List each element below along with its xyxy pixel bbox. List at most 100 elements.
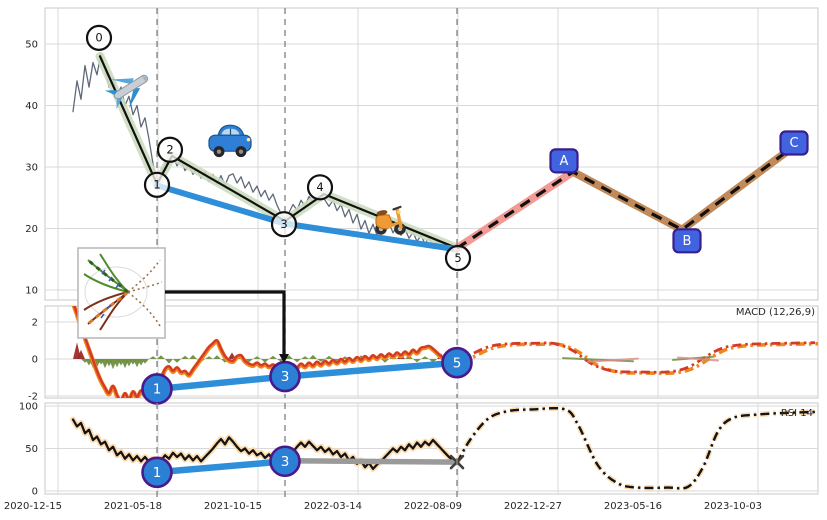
price-ytick-label: 10 [25, 286, 38, 297]
wave-point-circle[interactable] [143, 171, 171, 198]
x-axis-labels: 2020-12-15 2021-05-18 2021-10-15 2022-03-14… [4, 501, 762, 512]
macd-histogram-bar [325, 355, 333, 359]
macd-histogram-bar [269, 355, 277, 359]
macd-histogram-bar [141, 359, 149, 364]
macd-histogram-bar [421, 356, 429, 359]
macd-histogram-bar [205, 356, 213, 359]
marker-label: 3 [281, 454, 290, 470]
wave-point-circle[interactable] [444, 244, 472, 272]
wave-point-2[interactable]: 2 [156, 136, 184, 163]
marker-circle[interactable] [441, 346, 473, 379]
projection-point-box[interactable] [549, 148, 579, 174]
macd-histogram-bar [261, 359, 269, 363]
macd-histogram-bar [173, 359, 181, 363]
marker-circle[interactable] [141, 456, 173, 489]
macd-series-group [71, 306, 818, 398]
rsi-series-group [70, 405, 816, 492]
projection-point-box[interactable] [672, 228, 702, 254]
marker-circle[interactable] [269, 445, 301, 478]
macd-histogram-bar [189, 354, 197, 359]
marker-label: 1 [153, 382, 162, 398]
rsi-ytick-label: 50 [25, 444, 38, 455]
pattern-inset-thumbnail[interactable] [77, 247, 166, 339]
macd-panel-label: MACD (12,26,9) [735, 307, 815, 318]
macd-ytick-label: -2 [28, 392, 38, 403]
rsi-panel-label: RSI 14 [780, 408, 813, 419]
inset-callout-line [165, 290, 286, 354]
macd-histogram-bar [253, 356, 261, 359]
wave-point-label: 0 [95, 31, 102, 45]
macd-histogram-bar [301, 356, 309, 359]
inset-callout-arrowhead [279, 354, 289, 363]
macd-histogram-bar [245, 359, 253, 363]
macd-histogram-bar [213, 355, 221, 359]
x-tick-label: 2023-05-16 [604, 501, 662, 512]
price-ytick-label: 30 [25, 163, 38, 174]
macd-histogram-bar [181, 355, 189, 359]
rsi-marker-3[interactable]: 3 [269, 445, 301, 478]
x-tick-label: 2022-08-09 [404, 501, 462, 512]
macd-histogram-bar [157, 355, 165, 359]
projection-point-label: C [789, 136, 798, 151]
macd-histogram-bar [165, 359, 173, 364]
wave-point-circle[interactable] [85, 24, 113, 51]
macd-histogram-bar [285, 355, 293, 359]
wave-point-1[interactable]: 1 [143, 171, 171, 198]
macd-projection-line [456, 341, 816, 374]
marker-label: 1 [153, 465, 162, 481]
macd-histogram-bar [317, 359, 325, 362]
marker-label: 3 [281, 369, 290, 385]
macd-histogram-bar [149, 356, 157, 359]
x-tick-label: 2023-10-03 [704, 501, 762, 512]
rsi-marker-1[interactable]: 1 [141, 456, 173, 489]
wave-point-label: 1 [153, 178, 160, 192]
x-tick-label: 2021-10-15 [204, 501, 262, 512]
wave-point-circle[interactable] [270, 211, 298, 238]
rsi-panel-grid: 100 50 0 [19, 402, 819, 498]
macd-histogram-bar [429, 359, 437, 363]
macd-ytick-label: 2 [32, 318, 38, 329]
airplane-icon [104, 74, 149, 110]
wave-point-5[interactable]: 5 [444, 244, 472, 272]
wave-point-0[interactable]: 0 [85, 24, 113, 51]
macd-marker-1[interactable]: 1 [141, 373, 173, 405]
wave-line [98, 55, 459, 250]
rsi-ytick-label: 0 [32, 487, 38, 498]
scooter-icon [375, 205, 406, 235]
wave-point-label: 2 [166, 143, 173, 157]
projection-point-A[interactable]: A [549, 148, 579, 174]
wave-point-label: 5 [454, 251, 461, 265]
macd-marker-3[interactable]: 3 [269, 360, 301, 393]
macd-cross-streak-pink [587, 357, 639, 363]
macd-histogram-bar [381, 359, 389, 363]
car-icon [208, 124, 252, 158]
projection-point-box[interactable] [779, 130, 809, 156]
wave-point-circle[interactable] [306, 174, 334, 201]
marker-circle[interactable] [269, 360, 301, 393]
x-tick-label: 2022-03-14 [304, 501, 362, 512]
wave-point-3[interactable]: 3 [270, 211, 298, 238]
wave-point-circle[interactable] [156, 136, 184, 163]
price-ytick-label: 50 [25, 40, 38, 51]
macd-panel-grid: 2 0 -2 [28, 305, 819, 403]
macd-ytick-label: 0 [32, 355, 38, 366]
x-tick-label: 2022-12-27 [504, 501, 562, 512]
rsi-ytick-label: 100 [19, 402, 38, 413]
price-series [72, 52, 458, 249]
marker-label: 5 [453, 355, 462, 371]
projection-point-label: B [683, 234, 692, 249]
macd-marker-5[interactable]: 5 [441, 346, 473, 379]
macd-histogram-bar [413, 359, 421, 363]
macd-cross-streak-pink [677, 356, 719, 362]
projection-point-B[interactable]: B [672, 228, 702, 254]
wave-point-4[interactable]: 4 [306, 174, 334, 201]
rsi-projection-line [455, 406, 816, 490]
rsi-trendline [153, 458, 289, 476]
price-ytick-label: 40 [25, 101, 38, 112]
macd-histogram-bar [309, 354, 317, 359]
projection-point-C[interactable]: C [779, 130, 809, 156]
projection-dashed-line [456, 151, 786, 250]
macd-panel-border [44, 305, 819, 399]
